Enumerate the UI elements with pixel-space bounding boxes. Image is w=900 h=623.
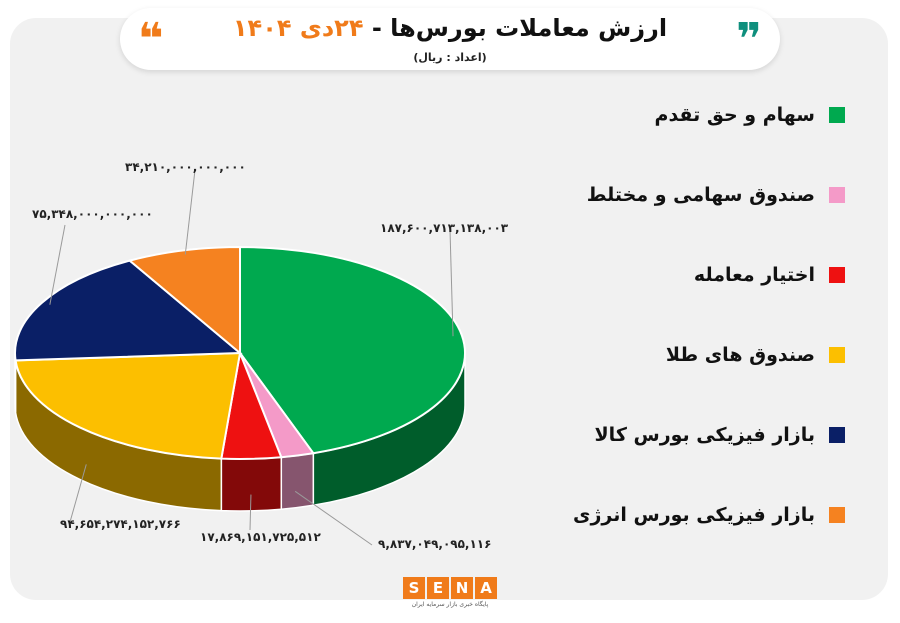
legend-label: صندوق سهامی و مختلط (586, 184, 815, 206)
logo-subtitle: پایگاه خبری بازار سرمایه ایران (411, 601, 489, 608)
slice-value-label: ۱۷,۸۶۹,۱۵۱,۷۲۵,۵۱۲ (200, 530, 321, 544)
legend-swatch (829, 427, 845, 443)
leader-line (184, 169, 196, 255)
title-banner: ❞ ❝ ارزش معاملات بورس‌ها - ۲۴دی ۱۴۰۴ (اع… (120, 8, 780, 70)
sena-logo: S E N A پایگاه خبری بازار سرمایه ایران (388, 577, 512, 617)
pie-slice (14, 259, 243, 362)
pie-slice (127, 245, 241, 356)
legend-label: صندوق های طلا (665, 344, 815, 366)
leader-line (69, 464, 87, 523)
legend-item: اختیار معامله (694, 260, 845, 290)
logo-letter: N (451, 577, 473, 599)
legend-item: سهام و حق تقدم (655, 100, 845, 130)
legend-swatch (829, 187, 845, 203)
legend-swatch (829, 107, 845, 123)
legend-item: صندوق سهامی و مختلط (587, 180, 845, 210)
slice-value-label: ۹۴,۶۵۴,۲۷۴,۱۵۲,۷۶۶ (60, 517, 181, 531)
slice-value-label: ۱۸۷,۶۰۰,۷۱۳,۱۳۸,۰۰۳ (380, 221, 509, 235)
slice-value-label: ۹,۸۳۷,۰۴۹,۰۹۵,۱۱۶ (378, 537, 492, 551)
legend-swatch (829, 507, 845, 523)
quote-open-icon: ❞ (736, 14, 762, 65)
pie-slice-side (220, 456, 283, 512)
logo-letter: S (403, 577, 425, 599)
legend-label: اختیار معامله (693, 264, 815, 286)
pie-top-group (14, 245, 466, 460)
legend-swatch (829, 347, 845, 363)
legend-label: بازار فیزیکی بورس کالا (594, 424, 815, 446)
slice-value-label: ۷۵,۳۴۸,۰۰۰,۰۰۰,۰۰۰ (32, 207, 153, 221)
logo-letters: S E N A (402, 577, 498, 599)
logo-letter: A (475, 577, 497, 599)
slice-value-label: ۳۴,۲۱۰,۰۰۰,۰۰۰,۰۰۰ (125, 160, 246, 174)
title-date: ۲۴دی ۱۴۰۴ (232, 14, 364, 42)
leader-line (449, 229, 454, 337)
legend-item: بازار فیزیکی بورس انرژی (573, 500, 845, 530)
leader-line (49, 224, 66, 305)
leader-line (294, 490, 373, 546)
chart-title: ارزش معاملات بورس‌ها - ۲۴دی ۱۴۰۴ (120, 14, 780, 42)
leader-lines (49, 169, 454, 546)
legend-swatch (829, 267, 845, 283)
pie-slice (14, 351, 242, 460)
quote-close-icon: ❝ (138, 14, 164, 65)
legend-label: بازار فیزیکی بورس انرژی (573, 504, 815, 526)
logo-letter: E (427, 577, 449, 599)
unit-label: (اعداد : ریال) (413, 51, 487, 64)
title-text: ارزش معاملات بورس‌ها - (371, 14, 668, 42)
legend-item: صندوق های طلا (666, 340, 845, 370)
legend-label: سهام و حق تقدم (654, 104, 815, 126)
leader-line (249, 494, 252, 531)
pie-slice (239, 245, 466, 455)
legend-item: بازار فیزیکی بورس کالا (595, 420, 845, 450)
